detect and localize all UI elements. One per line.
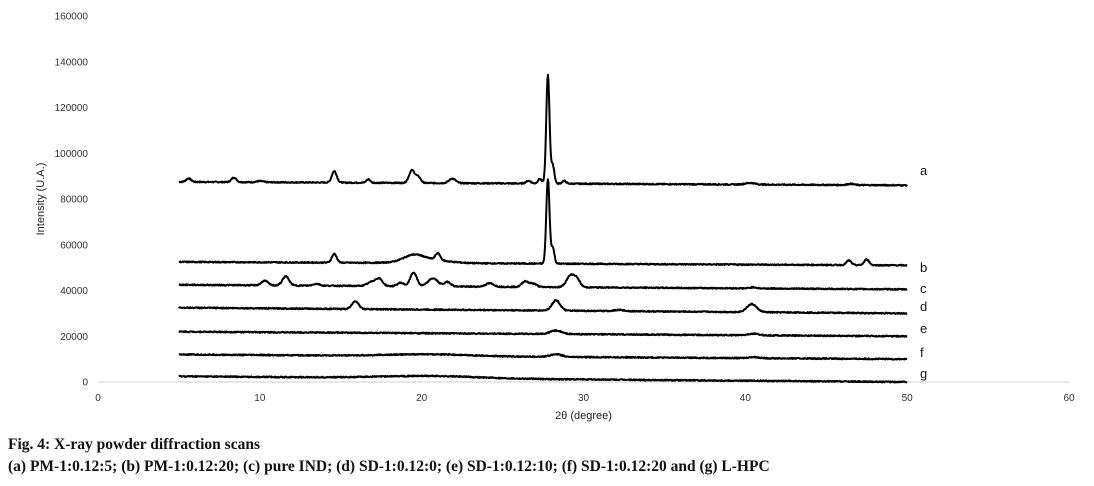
- y-tick-label: 120000: [55, 103, 89, 114]
- series-label-f: f: [920, 345, 924, 360]
- y-tick-label: 60000: [60, 240, 88, 251]
- x-tick-label: 10: [254, 393, 266, 404]
- x-tick-label: 0: [95, 393, 101, 404]
- y-tick-label: 0: [82, 378, 88, 389]
- series-label-d: d: [920, 299, 927, 314]
- series-lines: [178, 73, 908, 384]
- x-tick-label: 50: [902, 393, 914, 404]
- x-tick-label: 20: [416, 393, 428, 404]
- series-label-c: c: [920, 281, 927, 296]
- x-tick-label: 60: [1063, 393, 1075, 404]
- series-label-g: g: [920, 366, 927, 381]
- series-label-a: a: [920, 163, 928, 178]
- series-line-e: [178, 329, 908, 338]
- series-line-f: [178, 352, 908, 361]
- figure-caption-title: Fig. 4: X-ray powder diffraction scans: [8, 436, 260, 453]
- y-tick-label: 80000: [60, 195, 88, 206]
- y-tick-label: 20000: [60, 332, 88, 343]
- figure-caption-text: (a) PM-1:0.12:5; (b) PM-1:0.12:20; (c) p…: [8, 458, 770, 475]
- series-line-d: [178, 299, 908, 315]
- series-line-c: [178, 271, 908, 291]
- series-label-b: b: [920, 260, 927, 275]
- x-tick-label: 40: [740, 393, 752, 404]
- y-tick-label: 140000: [55, 57, 89, 68]
- x-axis-tick-labels: 0 10 20 30 40 50 60: [95, 393, 1075, 404]
- y-axis-tick-labels: 0 20000 40000 60000 80000 100000 120000 140000 1…: [55, 12, 89, 389]
- y-axis-title: Intensity (U.A.): [35, 163, 47, 236]
- y-tick-label: 100000: [55, 149, 89, 160]
- series-label-e: e: [920, 321, 927, 336]
- x-axis-title: 2θ (degree): [555, 410, 612, 422]
- xrd-chart: 0 20000 40000 60000 80000 100000 120000 140000 1…: [35, 12, 1075, 423]
- series-line-g: [178, 374, 908, 384]
- series-line-a: [178, 73, 908, 187]
- y-tick-label: 40000: [60, 286, 88, 297]
- series-line-b: [178, 178, 908, 267]
- x-tick-label: 30: [578, 393, 590, 404]
- y-tick-label: 160000: [55, 12, 89, 23]
